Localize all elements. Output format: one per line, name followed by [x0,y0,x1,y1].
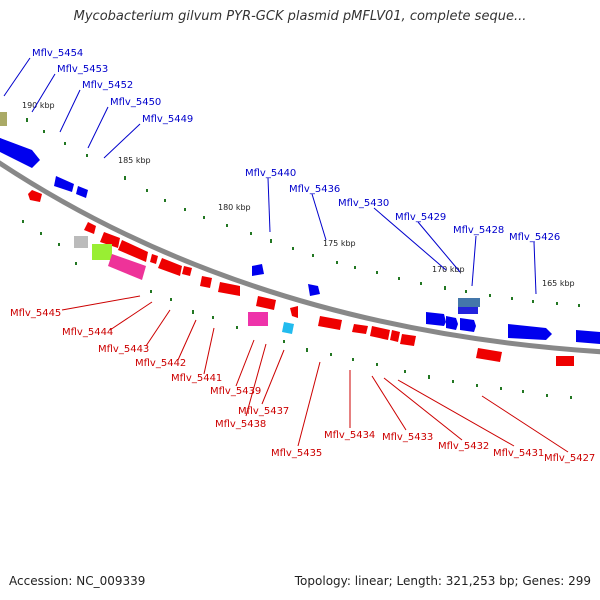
gene-arrow [252,264,264,276]
gene-label: Mflv_5430 [338,198,389,209]
gene-arrow [182,266,192,276]
gene-label: Mflv_5442 [135,358,186,369]
kbp-label: 190 kbp [22,101,55,110]
gene-arrow [200,276,212,288]
gene-arrow [0,138,40,168]
gene-arrow [476,348,502,362]
gene-label: Mflv_5437 [238,406,289,417]
gene-label: Mflv_5426 [509,232,560,243]
gene-label: Mflv_5433 [382,432,433,443]
gene-arrow [118,240,148,262]
gene-arrow [308,284,320,296]
kbp-label: 180 kbp [218,203,251,212]
summary-text: Topology: linear; Length: 321,253 bp; Ge… [294,574,591,588]
top-leaders [3,57,537,295]
gene-arrow [290,306,298,318]
gene-label: Mflv_5428 [453,225,504,236]
bottom-leaders [61,295,569,453]
gene-arrow [28,190,42,202]
gene-arrow [84,222,96,234]
gene-label: Mflv_5444 [62,327,113,338]
gene-arrow [352,324,368,334]
gene-label: Mflv_5440 [245,168,296,179]
gene-arrow [576,330,600,344]
kbp-scale: 190 kbp 185 kbp 180 kbp 175 kbp 170 kbp … [22,101,575,288]
gene-arrow [390,330,400,342]
gene-arrow [150,254,158,264]
forward-genes [0,112,600,344]
gene-arrow [256,296,276,310]
gene-block [0,112,7,126]
gene-label: Mflv_5445 [10,308,61,319]
gene-label: Mflv_5435 [271,448,322,459]
kbp-label: 185 kbp [118,156,151,165]
kbp-label: 165 kbp [542,279,575,288]
gene-arrow [556,356,574,366]
gene-arrow [508,324,552,340]
gene-arrow [54,176,74,192]
gene-label: Mflv_5438 [215,419,266,430]
tick-marks [22,118,580,399]
gene-block [92,244,112,260]
gene-arrow [400,334,416,346]
gene-arrow [446,316,458,330]
gene-label: Mflv_5453 [57,64,108,75]
gene-arrow [426,312,446,326]
gene-block [458,307,478,314]
kbp-label: 175 kbp [323,239,356,248]
gene-label: Mflv_5450 [110,97,161,108]
gene-label: Mflv_5443 [98,344,149,355]
gene-label: Mflv_5449 [142,114,193,125]
gene-arrow [370,326,390,340]
accession-text: Accession: NC_009339 [9,574,146,588]
gene-block [74,236,88,248]
gene-label: Mflv_5452 [82,80,133,91]
gene-arrow [318,316,342,330]
gene-arrow [100,232,120,248]
bottom-gene-labels: Mflv_5445 Mflv_5444 Mflv_5443 Mflv_5442 … [10,308,595,464]
gene-label: Mflv_5427 [544,453,595,464]
gene-label: Mflv_5454 [32,48,83,59]
map-title: Mycobacterium gilvum PYR-GCK plasmid pMF… [73,9,527,24]
top-gene-labels: Mflv_5454 Mflv_5453 Mflv_5452 Mflv_5450 … [32,48,560,243]
gene-block [248,312,268,326]
gene-label: Mflv_5429 [395,212,446,223]
gene-label: Mflv_5439 [210,386,261,397]
backbone-arc [0,160,600,355]
reverse-genes [28,190,574,366]
gene-arrow [460,318,476,332]
gene-arrow [76,186,88,198]
gene-arrow [158,258,182,276]
kbp-label: 170 kbp [432,265,465,274]
gene-label: Mflv_5432 [438,441,489,452]
gene-arrow [282,322,294,334]
gene-label: Mflv_5431 [493,448,544,459]
gene-block [458,298,480,307]
gene-arrow [218,282,240,296]
gene-arrow [108,254,146,280]
gene-label: Mflv_5434 [324,430,375,441]
gene-label: Mflv_5436 [289,184,340,195]
gene-label: Mflv_5441 [171,373,222,384]
